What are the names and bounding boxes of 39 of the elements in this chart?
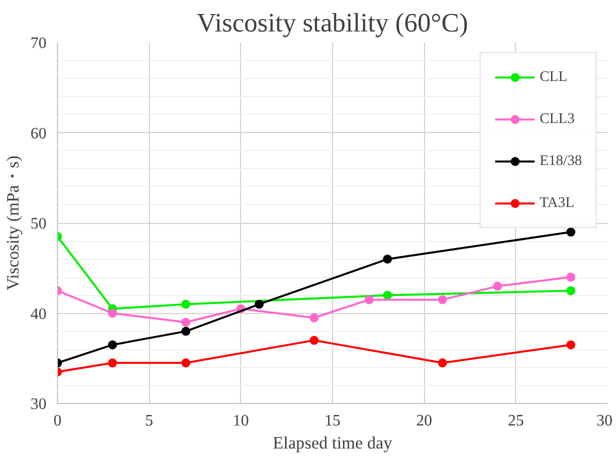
point (438, 358, 447, 368)
point (566, 340, 576, 350)
point (310, 336, 319, 345)
x-axis-title: Elapsed time day (272, 434, 393, 452)
point (566, 272, 576, 282)
y-tick-label: 60 (30, 125, 46, 142)
point (566, 286, 576, 296)
legend-label: E18/38 (540, 152, 582, 170)
x-tick-label: 5 (145, 412, 154, 430)
x-tick-label: 10 (232, 412, 249, 430)
y-tick-label: 50 (30, 216, 46, 232)
y-tick-label: 70 (30, 35, 46, 52)
y-axis-title: Viscosity (mPa・s) (4, 155, 22, 290)
point (383, 290, 392, 300)
point (108, 340, 117, 350)
x-tick-label: 15 (324, 412, 340, 430)
point (181, 318, 190, 327)
point (383, 254, 392, 264)
point (181, 300, 190, 309)
x-tick-label: 20 (416, 412, 432, 430)
point (493, 282, 502, 291)
chart-title: Viscosity stability (60°C) (196, 8, 468, 38)
legend-label: CLL3 (540, 110, 575, 128)
point (438, 295, 447, 304)
x-tick-label: 25 (508, 412, 524, 430)
y-tick-label: 30 (30, 396, 46, 413)
point (364, 295, 374, 304)
point (108, 308, 117, 318)
y-tick-label: 40 (30, 306, 46, 323)
legend-label: TA3L (540, 194, 574, 212)
x-tick-label: 30 (596, 412, 612, 430)
point (254, 300, 264, 309)
x-tick-label: 0 (54, 412, 62, 430)
point (566, 228, 576, 237)
legend-label: CLL (540, 68, 568, 86)
point (181, 358, 190, 368)
point (108, 358, 117, 368)
point (310, 313, 319, 322)
point (181, 326, 190, 336)
